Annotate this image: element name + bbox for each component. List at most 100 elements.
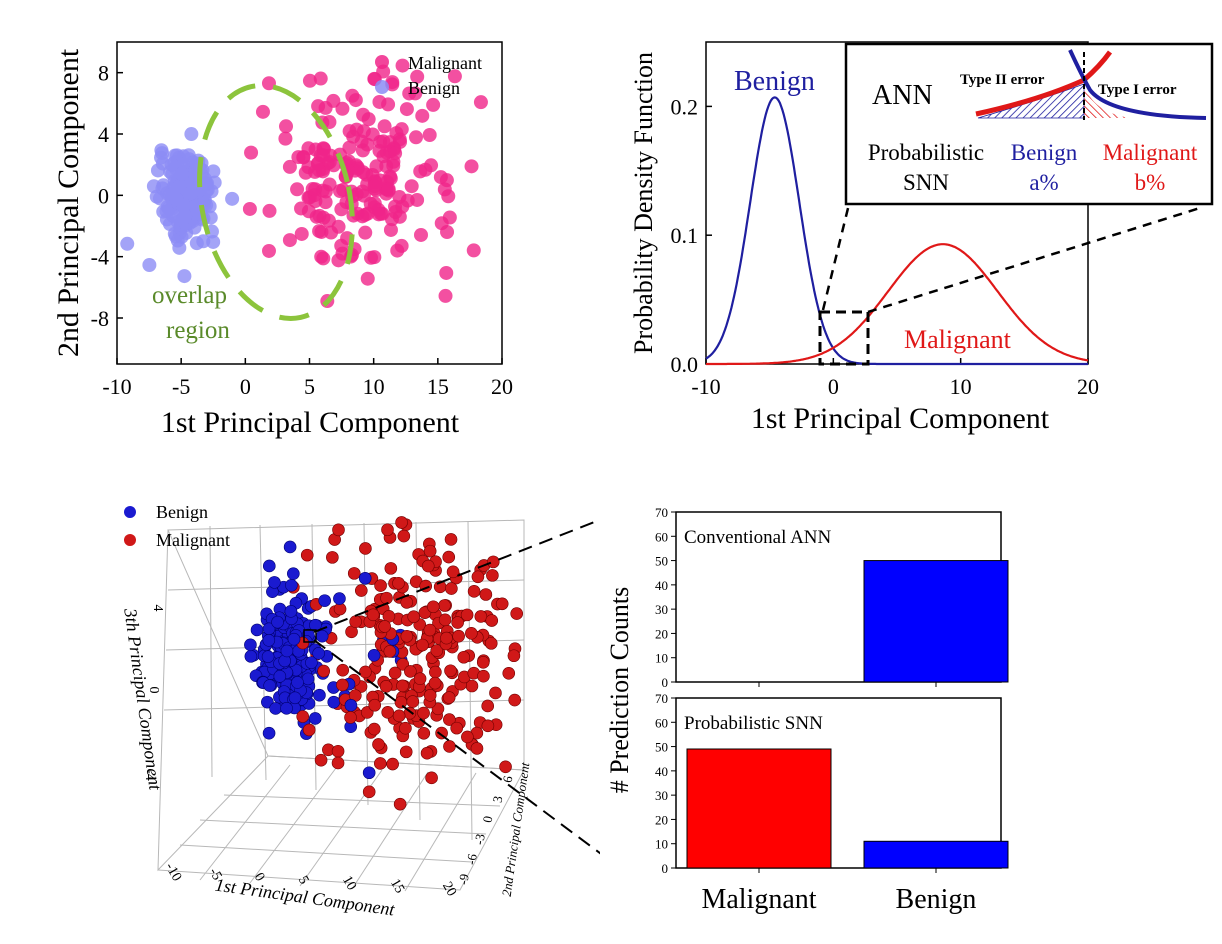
malignant-point [316,251,331,266]
malignant-sphere [427,600,440,614]
y-tick-label: 30 [655,788,668,803]
y-axis-label: 2nd Principal Component [52,48,85,357]
malignant-sphere [442,550,456,564]
benign-point [199,177,214,192]
benign-sphere [262,726,276,740]
malignant-sphere [428,676,442,690]
malignant-point [261,76,276,91]
z-tick-label: 6 [500,774,516,783]
benign-sphere [262,559,276,573]
legend-malignant-label: Malignant [156,530,230,550]
x-tick-label: 15 [387,876,407,896]
x-tick-label: 15 [427,374,449,399]
y-tick-label: 20 [655,812,668,827]
pdf-chart: -10 0 10 20 0.0 0.1 0.2 Benign Malignant ANN T… [629,41,1214,435]
malignant-sphere [425,771,438,785]
malignant-point [313,71,328,86]
malignant-point [438,288,453,303]
y-tick-label: 70 [655,691,668,706]
benign-point [164,157,179,172]
malignant-point [422,128,437,143]
malignant-sphere [499,760,512,774]
malignant-bar [686,748,832,869]
malignant-sphere [326,551,339,564]
malignant-sphere [489,686,502,700]
malignant-sphere [421,559,435,573]
malignant-point [244,145,259,160]
benign-sphere [315,629,329,643]
y-tick-label: 70 [655,505,668,520]
inset-error-curves [975,49,1207,120]
malignant-sphere [510,607,524,620]
malignant-sphere [394,695,408,709]
malignant-sphere [481,699,495,713]
legend-benign-label: Benign [408,78,460,98]
malignant-sphere [431,702,445,716]
malignant-sphere [479,588,493,601]
inset-type2-label: Type II error [960,72,1045,88]
malignant-point [282,159,297,174]
malignant-sphere [379,680,393,693]
malignant-sphere [296,710,310,723]
malignant-sphere [461,730,474,744]
malignant-point [318,195,333,210]
malignant-point [361,112,376,127]
overlap-region-ellipse [197,83,355,321]
malignant-point [381,97,396,112]
benign-sphere [291,676,304,689]
malignant-point [290,182,305,197]
y-tick-label: 0.0 [671,352,699,377]
malignant-point [439,173,454,188]
benign-pdf-curve [705,96,1088,366]
benign-sphere [285,579,298,592]
benign-sphere [263,679,276,692]
malignant-sphere [384,562,398,575]
malignant-point [408,130,423,145]
benign-sphere [268,576,281,589]
inset-type1-label: Type I error [1098,82,1177,98]
malignant-sphere [413,672,427,686]
y-axis-label: 3th Principal Component [120,606,166,792]
malignant-point [279,119,294,134]
malignant-sphere [423,623,437,637]
malignant-sphere [362,785,376,799]
malignant-sphere [374,757,387,770]
benign-bar [863,560,1009,683]
malignant-sphere [502,666,516,680]
y-tick-label: 50 [655,740,668,755]
y-tick-label: -4 [91,245,109,270]
benign-sphere [313,688,326,702]
malignant-sphere [366,608,380,622]
malignant-point [364,250,379,265]
malignant-point [442,210,457,225]
malignant-point [360,271,375,286]
malignant-sphere [423,544,437,558]
malignant-sphere [397,529,411,543]
y-tick-label: 0 [98,183,109,208]
x-tick-label: -10 [102,374,131,399]
benign-sphere [271,615,284,629]
malignant-point [426,97,441,112]
malignant-sphere [347,567,361,580]
malignant-sphere [465,627,478,640]
x-axis-label: 1st Principal Component [751,402,1050,435]
malignant-sphere [399,721,412,735]
malignant-sphere [467,585,481,598]
benign-sphere [283,540,297,554]
y-tick-label: 20 [655,626,668,641]
malignant-sphere [470,742,484,755]
malignant-point [388,146,403,161]
legend-malignant-marker [375,55,389,69]
malignant-point [383,222,398,237]
malignant-point [399,102,414,117]
x-tick-label: 10 [363,374,385,399]
malignant-sphere [508,693,522,707]
malignant-sphere [430,644,444,657]
benign-point [172,179,187,194]
benign-point [176,198,191,213]
malignant-point [473,95,488,110]
benign-sphere [284,605,298,618]
y-axis-label: Probability Density Function [629,52,658,354]
malignant-point [395,58,410,73]
y-tick-label: -4 [142,769,157,781]
